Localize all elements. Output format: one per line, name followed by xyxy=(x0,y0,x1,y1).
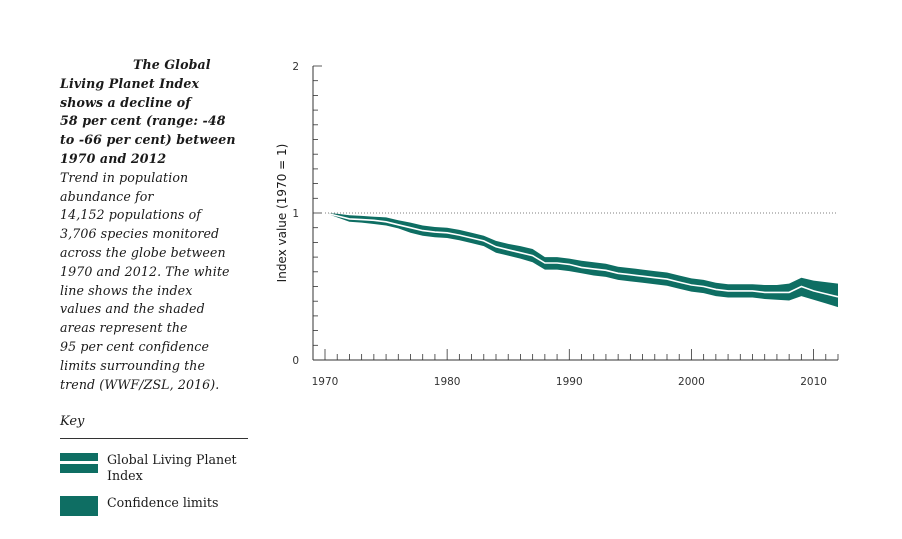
caption-body-line: trend (WWF/ZSL, 2016). xyxy=(60,376,220,392)
confidence-band-swatch xyxy=(60,496,98,516)
caption-body-line: abundance for xyxy=(60,188,154,204)
chart-caption: The Global Living Planet Index shows a dec… xyxy=(60,56,255,394)
caption-headline-line: The Global xyxy=(133,57,211,72)
key-title: Key xyxy=(60,414,85,429)
y-axis-label: Index value (1970 = 1) xyxy=(275,144,289,283)
caption-headline-line: 58 per cent (range: -48 xyxy=(60,113,226,129)
axes: 0 1 2 1970 1980 1990 2000 2010 xyxy=(292,61,839,388)
caption-headline: The Global Living Planet Index shows a dec… xyxy=(60,56,255,169)
caption-body-line: values and the shaded xyxy=(60,301,205,317)
x-tick-label: 1980 xyxy=(434,376,461,388)
caption-body: Trend in population abundance for 14,152 p… xyxy=(60,169,255,395)
caption-headline-line: shows a decline of xyxy=(60,94,191,110)
legend-label-confidence: Confidence limits xyxy=(107,495,219,510)
x-tick-label: 1990 xyxy=(556,376,583,388)
key-divider xyxy=(60,438,248,439)
x-tick-label: 2010 xyxy=(800,376,827,388)
caption-body-line: limits surrounding the xyxy=(60,357,206,373)
caption-body-line: across the globe between xyxy=(60,244,226,260)
caption-body-line: line shows the index xyxy=(60,282,193,298)
index-line-swatch xyxy=(60,453,98,473)
confidence-band xyxy=(325,213,838,308)
y-tick-label: 0 xyxy=(292,355,299,367)
caption-body-line: Trend in population xyxy=(60,169,189,185)
caption-headline-line: to -66 per cent) between xyxy=(60,132,236,148)
x-tick-label: 2000 xyxy=(678,376,705,388)
y-tick-label: 1 xyxy=(292,208,299,220)
caption-headline-line: Living Planet Index xyxy=(60,75,200,91)
caption-body-line: 95 per cent confidence xyxy=(60,338,210,354)
caption-body-line: areas represent the xyxy=(60,320,188,336)
caption-body-line: 14,152 populations of xyxy=(60,207,202,223)
index-line xyxy=(324,212,839,298)
legend-label-index: Global Living Planet Index xyxy=(107,452,237,483)
legend-item-index: Global Living Planet Index xyxy=(60,452,257,484)
legend-item-confidence: Confidence limits xyxy=(60,495,257,516)
x-tick-label: 1970 xyxy=(312,376,339,388)
caption-body-line: 3,706 species monitored xyxy=(60,226,220,242)
caption-body-line: 1970 and 2012. The white xyxy=(60,263,230,279)
y-tick-label: 2 xyxy=(292,61,299,73)
caption-headline-line: 1970 and 2012 xyxy=(60,150,167,166)
